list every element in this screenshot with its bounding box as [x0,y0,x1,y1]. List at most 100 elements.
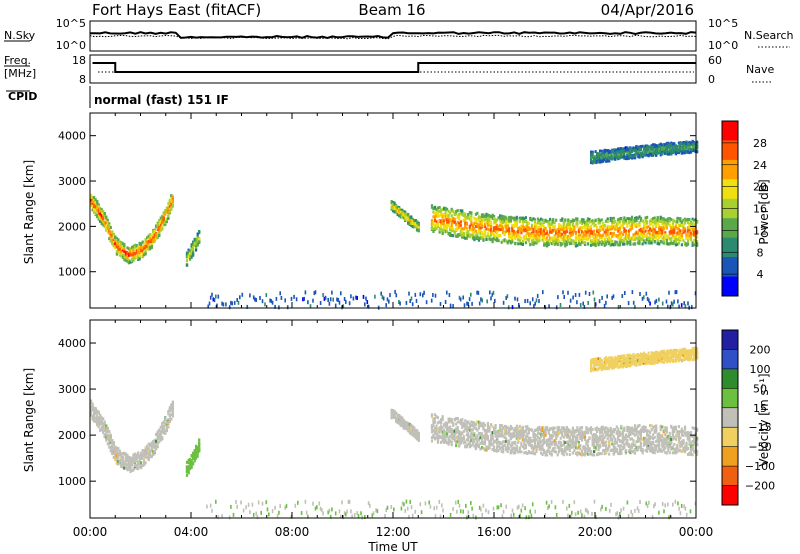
scatter-cell [506,450,509,454]
scatter-cell [493,431,496,435]
scatter-cell [150,235,153,239]
scatter-cell [683,220,687,223]
scatter-cell [494,218,497,222]
scatter-cell [470,428,473,432]
scatter-cell [641,238,644,242]
scatter-cell [108,435,111,439]
scatter-cell [496,218,499,222]
scatter-cell [520,242,523,246]
scatter-cell [515,234,518,238]
scatter-cell [673,240,676,244]
scatter-cell [500,214,503,218]
scatter-cell [620,149,623,153]
scatter-cell [508,447,511,450]
scatter-cell [443,222,446,226]
scatter-cell [597,154,600,158]
ground-scatter-cell [632,300,635,305]
scatter-cell [455,435,458,439]
scatter-cell [108,227,111,231]
scatter-cell [564,218,567,222]
ground-scatter-cell [569,298,572,303]
scatter-cell [91,208,94,212]
scatter-cell [171,195,174,199]
ground-scatter-cell [649,301,651,306]
scatter-cell [456,435,459,439]
scatter-cell [449,440,452,443]
scatter-cell [493,236,496,240]
ground-scatter-cell [367,304,370,309]
scatter-cell [392,201,395,204]
scatter-cell [664,144,667,148]
scatter-cell [499,214,502,218]
scatter-cell [447,442,450,446]
scatter-cell [450,433,453,437]
scatter-cell [530,226,534,230]
scatter-cell [586,227,590,231]
scatter-cell [121,242,124,246]
scatter-cell [443,423,446,427]
scatter-cell [117,456,120,460]
scatter-cell [446,428,449,432]
scatter-cell [190,243,193,247]
scatter-cell [617,218,620,222]
scatter-cell [627,220,630,224]
ground-scatter-cell [673,299,675,304]
scatter-cell [465,443,468,447]
scatter-cell [486,422,490,425]
scatter-cell [94,409,97,413]
scatter-cell [646,148,649,152]
scatter-cell [649,219,652,223]
scatter-cell [511,232,514,236]
scatter-cell [102,431,105,434]
ground-scatter-cell [216,303,218,308]
scatter-cell [693,218,696,222]
scatter-cell [688,226,691,230]
scatter-cell [133,456,137,460]
scatter-cell [574,240,577,244]
scatter-cell [650,218,653,221]
ground-scatter-cell [208,301,211,306]
ground-scatter-cell [394,289,396,294]
scatter-cell [529,438,532,442]
scatter-cell [414,219,417,222]
scatter-cell [147,234,150,238]
scatter-cell [479,219,482,223]
scatter-cell [588,228,591,232]
scatter-cell [611,232,614,236]
ground-scatter-cell [249,293,251,298]
scatter-cell [559,243,562,247]
scatter-cell [662,147,665,151]
scatter-cell [464,440,467,444]
scatter-cell [477,226,480,230]
scatter-cell [453,432,456,436]
scatter-cell [198,231,201,235]
scatter-cell [158,440,161,444]
ground-scatter-cell [668,290,670,295]
scatter-cell [144,244,147,248]
scatter-cell [588,220,591,224]
scatter-cell [452,437,455,441]
scatter-cell [491,238,494,242]
scatter-cell [676,145,679,148]
scatter-cell [552,225,555,229]
scatter-cell [621,152,624,155]
scatter-cell [464,217,467,221]
scatter-cell [477,445,480,449]
scatter-cell [483,423,487,427]
scatter-cell [436,434,440,437]
scatter-cell [693,238,696,242]
scatter-cell [656,150,659,153]
scatter-cell [496,447,499,451]
scatter-cell [564,226,567,229]
scatter-cell [609,238,612,242]
scatter-cell [627,148,630,152]
scatter-cell [117,244,120,247]
scatter-cell [167,418,170,422]
scatter-cell [583,229,587,233]
scatter-cell [444,421,447,425]
scatter-cell [573,240,576,244]
scatter-cell [515,444,518,448]
scatter-cell [433,431,437,435]
scatter-cell [661,216,664,220]
